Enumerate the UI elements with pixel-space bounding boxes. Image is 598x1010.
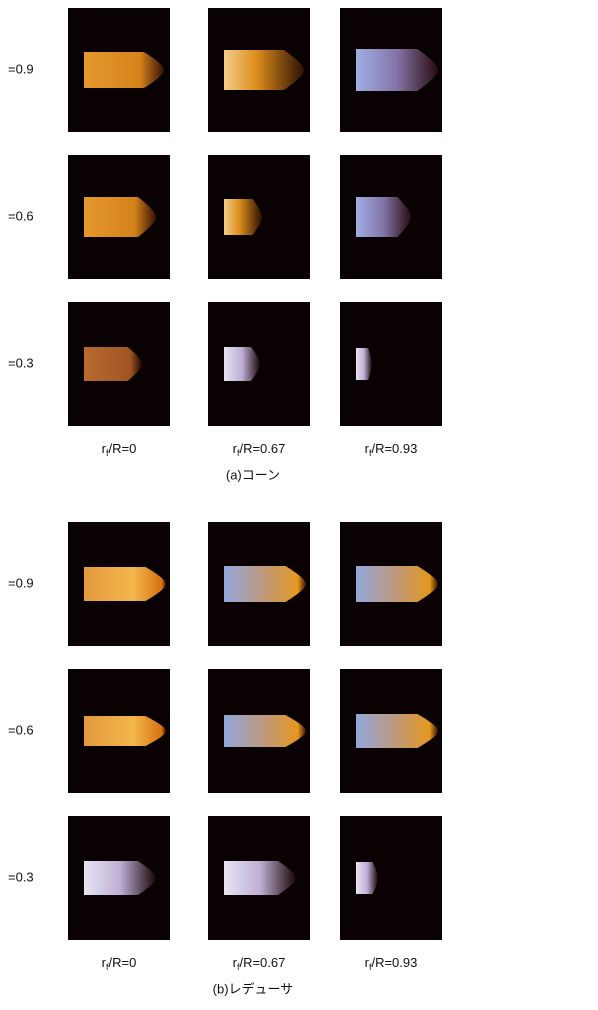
flame [84,861,156,895]
flame-photo [208,302,310,426]
flame [356,348,372,380]
flame [84,347,142,381]
flame-photo [340,8,442,132]
row-label: =0.3 [8,355,34,370]
row-label: =0.6 [8,722,34,737]
row-label: =0.6 [8,208,34,223]
flame [224,566,306,602]
column-label: rf/R=0 [102,955,137,972]
label-rest: /R=0.67 [239,955,285,970]
column-label: rf/R=0 [102,441,137,458]
column-label: rf/R=0.67 [233,955,286,972]
flame-photo [208,816,310,940]
flame-photo [208,8,310,132]
flame [224,50,304,90]
flame [356,49,438,91]
flame-photo [68,8,170,132]
label-rest: /R=0.67 [239,441,285,456]
flame [356,197,411,237]
flame-photo [208,155,310,279]
label-rest: /R=0.93 [371,955,417,970]
flame-photo [68,302,170,426]
flame-photo [340,302,442,426]
column-label: rf/R=0.93 [365,441,418,458]
caption: (a)コーン [226,467,280,482]
flame [356,862,378,894]
label-rest: /R=0 [109,955,137,970]
flame [84,567,166,601]
row-label: =0.3 [8,869,34,884]
flame-photo [208,522,310,646]
label-rest: /R=0 [109,441,137,456]
photo-background [340,816,442,940]
flame [84,716,166,746]
flame [84,197,156,237]
flame-photo [68,522,170,646]
flame [224,199,262,235]
column-label: rf/R=0.93 [365,955,418,972]
flame [356,566,438,602]
flame-photo [340,816,442,940]
flame-photo [340,522,442,646]
caption: (b)レデューサ [213,981,294,996]
row-label: =0.9 [8,575,34,590]
row-label: =0.9 [8,61,34,76]
flame-photo [340,669,442,793]
figure: =0.9 =0.6 =0.3 rf/R=0 rf/R=0.67 rf/R=0.93 (a)コ… [0,0,598,1010]
flame [84,52,164,88]
flame [224,861,296,895]
column-label: rf/R=0.67 [233,441,286,458]
photo-background [340,302,442,426]
flame [356,714,438,748]
flame-photo [68,669,170,793]
flame [224,715,306,747]
flame-photo [340,155,442,279]
label-rest: /R=0.93 [371,441,417,456]
flame [224,347,260,381]
flame-photo [208,669,310,793]
flame-photo [68,155,170,279]
flame-photo [68,816,170,940]
